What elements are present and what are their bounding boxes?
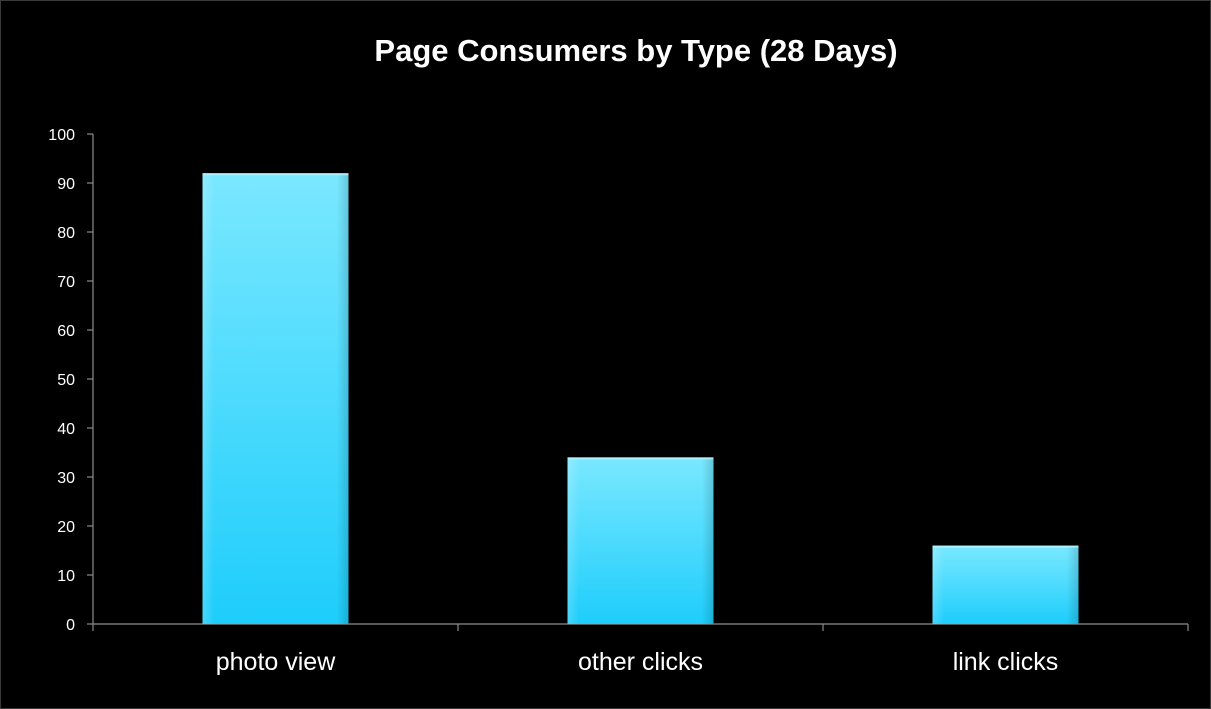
y-tick-label: 70 <box>57 274 75 291</box>
y-tick-label: 40 <box>57 421 75 438</box>
bar-shading <box>932 545 1079 624</box>
y-tick-label: 30 <box>57 470 75 487</box>
y-tick-label: 10 <box>57 568 75 585</box>
y-tick-label: 50 <box>57 372 75 389</box>
y-tick-label: 100 <box>48 127 75 144</box>
x-category-label: photo view <box>216 648 336 676</box>
bar-shading <box>567 457 714 624</box>
y-tick-label: 20 <box>57 519 75 536</box>
bar-shading <box>202 173 349 624</box>
y-tick-label: 60 <box>57 323 75 340</box>
x-category-label: link clicks <box>953 648 1059 676</box>
y-tick-label: 0 <box>66 617 75 634</box>
y-tick-label: 80 <box>57 225 75 242</box>
chart-title: Page Consumers by Type (28 Days) <box>374 33 898 68</box>
x-category-label: other clicks <box>578 648 703 676</box>
y-tick-label: 90 <box>57 176 75 193</box>
